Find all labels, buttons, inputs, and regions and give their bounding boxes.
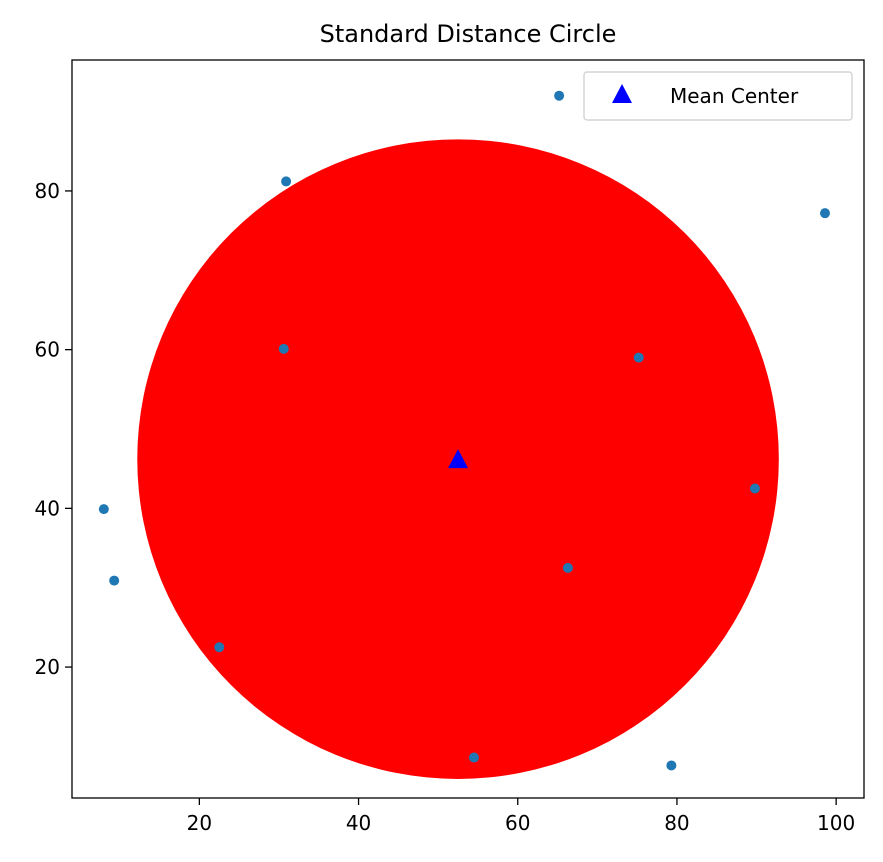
x-tick-label: 80 xyxy=(664,811,689,835)
legend-frame xyxy=(583,71,853,121)
x-tick-label: 100 xyxy=(817,811,855,835)
y-tick-label: 60 xyxy=(35,338,60,362)
y-tick-label: 20 xyxy=(35,655,60,679)
data-point xyxy=(278,343,289,354)
data-point xyxy=(819,208,830,219)
x-tick-label: 40 xyxy=(346,811,371,835)
data-point xyxy=(749,483,760,494)
plot-area: 20 40 60 80 100 20 40 60 80 xyxy=(35,59,865,835)
legend: Mean Center xyxy=(583,71,853,121)
data-point xyxy=(666,760,677,771)
legend-label-mean-center: Mean Center xyxy=(670,84,799,108)
mean-center-marker xyxy=(448,449,469,469)
y-tick-label: 40 xyxy=(35,496,60,520)
data-point xyxy=(562,562,573,573)
data-point xyxy=(214,642,225,653)
axes-frame xyxy=(71,59,865,799)
x-tick-label: 60 xyxy=(505,811,530,835)
legend-triangle-marker xyxy=(612,84,632,103)
data-point xyxy=(554,90,565,101)
plot-content xyxy=(98,90,830,779)
data-point xyxy=(109,575,120,586)
data-point xyxy=(98,504,109,515)
data-point xyxy=(633,352,644,363)
data-point xyxy=(281,176,292,187)
y-tick-label: 80 xyxy=(35,179,60,203)
x-tick-label: 20 xyxy=(187,811,212,835)
data-point xyxy=(468,752,479,763)
chart-title: Standard Distance Circle xyxy=(320,20,617,48)
